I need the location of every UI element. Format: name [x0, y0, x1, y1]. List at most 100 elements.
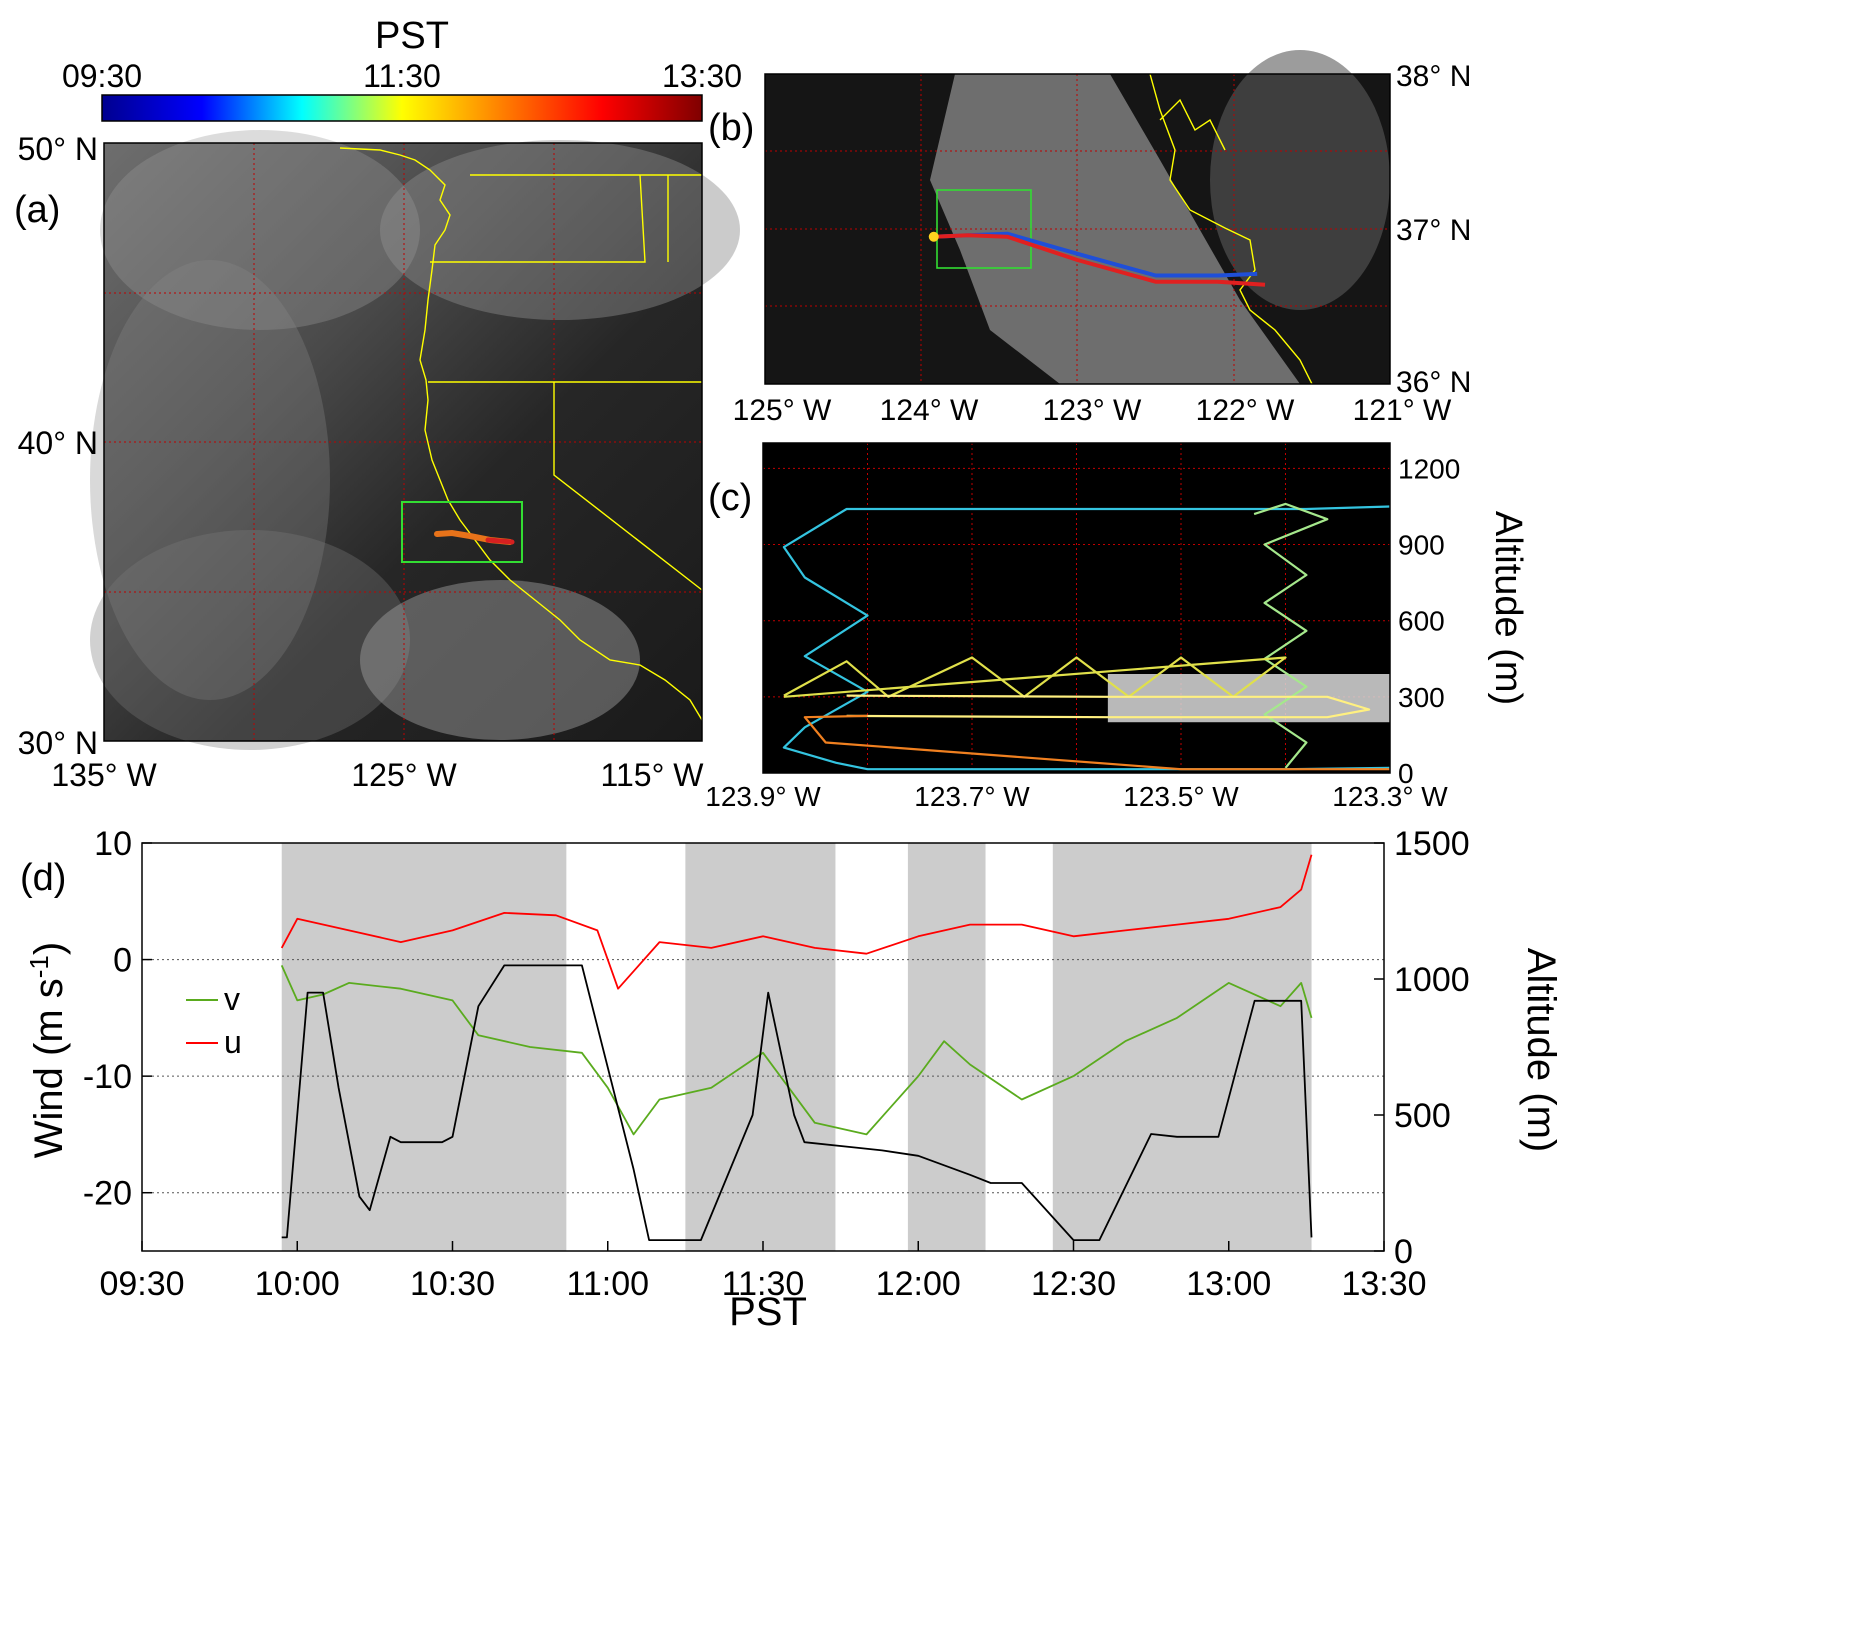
panel-d-x-tick: 12:30: [1031, 1265, 1116, 1303]
panel-d-series: [280, 854, 1313, 1241]
panel-b-coastline: [1149, 73, 1313, 385]
panel-b-label: (b): [708, 107, 754, 149]
panel-a-region-box: [401, 501, 523, 563]
panel-c-ytick: 0: [1398, 758, 1414, 789]
panel-c-trace-3: [846, 694, 1371, 719]
panel-d-ylabel-left: Wind (m s-1): [24, 942, 71, 1158]
panel-b-track-start: [928, 231, 939, 242]
panel-a-cloud-w: [90, 260, 330, 700]
panel-d-x-ticks: 09:30 10:00 10:30 11:00 11:30 12:00 12:30 13:00…: [99, 1241, 1427, 1303]
panel-d-label: (d): [20, 857, 66, 899]
panel-d-ylabel-left-main: Wind (m s: [27, 978, 71, 1158]
panel-a-label: (a): [14, 189, 60, 231]
panel-c-trace-0: [782, 505, 1391, 771]
panel-d-series-altitude: [281, 964, 1313, 1241]
panel-d-ylabel-left-close: ): [27, 942, 71, 955]
panel-c-xtick: 123.9° W: [705, 781, 821, 812]
panel-d-shaded-interval: [1052, 843, 1312, 1251]
panel-d-x-tick: 11:00: [566, 1265, 649, 1303]
panel-c-trace-2: [783, 656, 1287, 698]
panel-a-coastline: [339, 147, 703, 721]
colorbar-tick-mid: 11:30: [363, 58, 441, 94]
panel-c-frame: [762, 442, 1391, 774]
panel-d: (d) 10 0 -10 -20 1500 1000 500 0 09:30 10:00 10:…: [20, 825, 1563, 1334]
colorbar: PST 09:30 11:30 13:30: [62, 15, 742, 122]
panel-d-right-ticks: 1500 1000 500 0: [1374, 825, 1470, 1271]
panel-d-x-tick: 10:00: [255, 1265, 340, 1303]
panel-c-y-ticks: 0 300 600 900 1200: [1398, 453, 1460, 789]
panel-c-label: (c): [708, 477, 752, 519]
panel-d-left-tick: -20: [83, 1175, 132, 1213]
panel-d-right-tick: 500: [1394, 1097, 1451, 1135]
panel-a-xtick-135: 135° W: [51, 757, 157, 793]
panel-b-xtick-122: 122° W: [1196, 394, 1295, 427]
panel-b-xtick-124: 124° W: [880, 394, 979, 427]
panel-d-x-tick: 09:30: [99, 1265, 184, 1303]
panel-c-x-ticks: 123.9° W 123.7° W 123.5° W 123.3° W: [705, 781, 1448, 812]
panel-d-series-v: [280, 965, 1313, 1136]
panel-b-flight-tracks: [928, 231, 1266, 287]
colorbar-bar: [101, 94, 703, 122]
legend-v-label: v: [224, 981, 240, 1017]
panel-d-right-tick: 1500: [1394, 825, 1470, 863]
panel-d-x-tick: 10:30: [410, 1265, 495, 1303]
panel-c-xtick: 123.3° W: [1332, 781, 1448, 812]
panel-a: (a) 50° N 40° N 30° N 135° W 125° W 115°…: [14, 130, 740, 793]
panel-b-xtick-125: 125° W: [733, 394, 832, 427]
panel-a-cloud-s: [360, 580, 640, 740]
panel-b-ytick-38: 38° N: [1396, 60, 1471, 93]
panel-b-cloud-east: [1210, 50, 1390, 310]
panel-c-ytick: 1200: [1398, 453, 1460, 484]
panel-d-ylabel-right: Altitude (m): [1519, 948, 1563, 1153]
panel-a-xtick-115: 115° W: [601, 757, 705, 793]
panel-b-track-return: [933, 233, 1266, 287]
panel-d-left-tick: -10: [83, 1058, 132, 1096]
panel-c-ytick: 900: [1398, 530, 1445, 561]
panel-d-left-tick: 0: [113, 942, 132, 980]
panel-a-cloud-ne: [380, 140, 740, 320]
panel-b-xtick-123: 123° W: [1043, 394, 1142, 427]
panel-d-shaded-interval: [281, 843, 567, 1251]
panel-d-shaded-intervals: [281, 843, 1312, 1251]
panel-c-trace-1: [1253, 502, 1329, 769]
colorbar-title: PST: [375, 15, 449, 57]
panel-b-grid: [765, 74, 1390, 384]
panel-d-xlabel: PST: [729, 1290, 807, 1334]
panel-a-frame: [103, 142, 703, 742]
panel-c-altitude-traces: [782, 502, 1391, 771]
panel-b-frame: [764, 73, 1391, 385]
panel-d-x-tick: 13:30: [1341, 1265, 1426, 1303]
panel-d-series-u: [280, 854, 1313, 990]
panel-d-ylabel-left-sup: -1: [24, 955, 54, 978]
panel-d-right-tick: 1000: [1394, 961, 1470, 999]
panel-b-ytick-37: 37° N: [1396, 214, 1471, 247]
colorbar-tick-end: 13:30: [662, 58, 742, 94]
panel-b-xtick-121: 121° W: [1353, 394, 1452, 427]
panel-a-ytick-50: 50° N: [18, 131, 98, 167]
panel-d-x-tick: 13:00: [1186, 1265, 1271, 1303]
panel-c-xtick: 123.7° W: [914, 781, 1030, 812]
panel-d-grid: [142, 959, 1384, 1194]
panel-d-x-tick: 11:30: [722, 1265, 805, 1303]
colorbar-tick-start: 09:30: [62, 58, 142, 94]
panel-b: (b) 38° N 37° N 36° N 125° W 124° W 123°…: [708, 50, 1471, 427]
panel-a-cloud-sw: [90, 530, 410, 750]
panel-a-cloud-nw: [100, 130, 420, 330]
panel-a-xtick-125: 125° W: [351, 757, 457, 793]
panel-c-trace-4: [803, 714, 1390, 771]
legend-u-label: u: [224, 1024, 242, 1060]
panel-c-ylabel: Altitude (m): [1487, 511, 1529, 705]
panel-b-ytick-36: 36° N: [1396, 366, 1471, 399]
panel-d-shaded-interval: [907, 843, 986, 1251]
panel-a-background: [104, 143, 702, 741]
panel-d-x-tick: 12:00: [876, 1265, 961, 1303]
panel-a-flight-track-end: [485, 537, 515, 545]
panel-c: (c) 0 300 600 900 1200 123.9° W 123.7° W 123.5…: [705, 442, 1529, 812]
panel-d-left-tick: 10: [94, 825, 132, 863]
panel-c-ytick: 600: [1398, 606, 1445, 637]
panel-d-legend: v u: [186, 981, 242, 1060]
panel-a-ytick-30: 30° N: [18, 725, 98, 761]
panel-b-region-box: [936, 189, 1032, 269]
panel-d-right-tick: 0: [1394, 1233, 1413, 1271]
